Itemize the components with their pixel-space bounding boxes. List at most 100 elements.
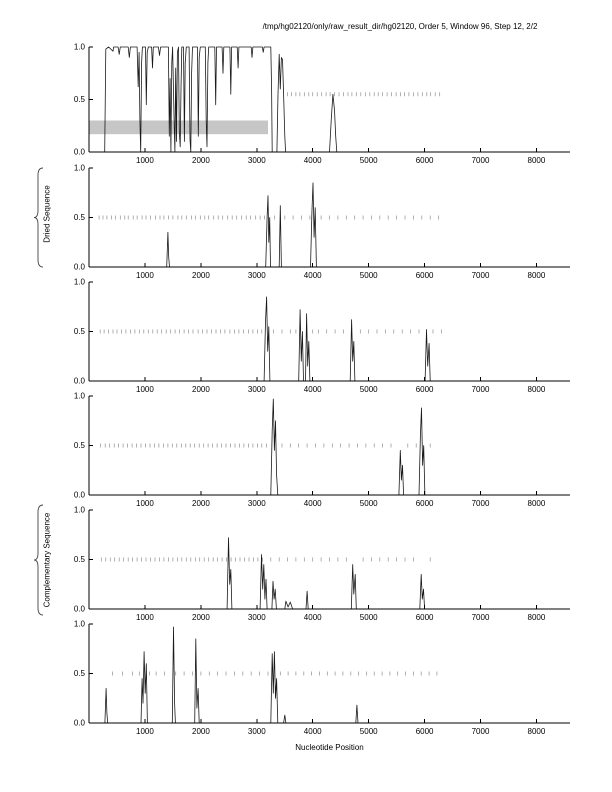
- x-tick-label: 5000: [360, 385, 378, 394]
- match-tick-marks: [100, 557, 431, 562]
- highlight-band: [89, 120, 268, 135]
- x-tick-label: 8000: [528, 727, 546, 736]
- x-tick-label: 8000: [528, 613, 546, 622]
- x-tick-label: 1000: [136, 156, 154, 165]
- axis-ticks: [89, 46, 537, 153]
- x-tick-label: 8000: [528, 271, 546, 280]
- axes: [88, 396, 570, 496]
- match-tick-marks: [112, 671, 438, 676]
- axes: [88, 282, 570, 382]
- x-tick-label: 6000: [416, 271, 434, 280]
- x-tick-label: 7000: [472, 156, 490, 165]
- x-tick-label: 6000: [416, 727, 434, 736]
- y-tick-label: 1.0: [74, 278, 86, 287]
- y-tick-label: 0.5: [74, 441, 86, 450]
- y-tick-label: 0.0: [74, 377, 86, 386]
- y-tick-label: 0.0: [74, 491, 86, 500]
- axis-ticks: [89, 167, 537, 268]
- x-tick-label: 5000: [360, 271, 378, 280]
- match-tick-marks: [287, 92, 441, 97]
- y-tick-label: 1.0: [74, 43, 86, 52]
- axes: [88, 624, 570, 724]
- group-brace: [33, 504, 44, 616]
- x-tick-label: 5000: [360, 156, 378, 165]
- signal-line: [89, 182, 570, 268]
- axis-ticks: [89, 395, 537, 496]
- y-tick-label: 0.5: [74, 555, 86, 564]
- axes: [88, 47, 570, 153]
- x-tick-label: 5000: [360, 727, 378, 736]
- subplot-dried-2: 1000 2000 3000 4000 5000 6000 7000 8000 0.0 0.5 1.…: [74, 164, 570, 280]
- x-tick-label: 5000: [360, 499, 378, 508]
- signal-line: [89, 296, 570, 382]
- y-tick-label: 0.0: [74, 719, 86, 728]
- x-tick-label: 4000: [304, 499, 322, 508]
- y-tick-label: 0.5: [74, 669, 86, 678]
- x-tick-label: 7000: [472, 727, 490, 736]
- x-tick-label: 4000: [304, 271, 322, 280]
- x-tick-label: 7000: [472, 271, 490, 280]
- x-tick-label: 6000: [416, 499, 434, 508]
- x-tick-label: 2000: [192, 499, 210, 508]
- x-tick-label: 1000: [136, 613, 154, 622]
- x-tick-label: 2000: [192, 385, 210, 394]
- figure-title: /tmp/hg02120/only/raw_result_dir/hg02120…: [262, 22, 538, 31]
- x-tick-label: 2000: [192, 156, 210, 165]
- x-tick-label: 3000: [248, 385, 266, 394]
- signal-line: [89, 537, 570, 610]
- x-tick-label: 6000: [416, 156, 434, 165]
- x-tick-label: 1000: [136, 727, 154, 736]
- x-tick-label: 2000: [192, 727, 210, 736]
- x-tick-label: 3000: [248, 271, 266, 280]
- x-tick-label: 8000: [528, 499, 546, 508]
- x-tick-label: 6000: [416, 613, 434, 622]
- x-tick-label: 4000: [304, 385, 322, 394]
- x-axis-label: Nucleotide Position: [295, 743, 364, 752]
- y-tick-label: 1.0: [74, 392, 86, 401]
- match-tick-marks: [98, 215, 439, 220]
- x-tick-label: 1000: [136, 271, 154, 280]
- subplot-complementary-3: 1000 2000 3000 4000 5000 6000 7000 8000 0.0 0.5 1.…: [74, 620, 570, 736]
- axis-ticks: [89, 623, 537, 724]
- axis-ticks: [89, 281, 537, 382]
- x-tick-label: 4000: [304, 613, 322, 622]
- x-tick-label: 3000: [248, 499, 266, 508]
- x-tick-label: 7000: [472, 385, 490, 394]
- x-tick-label: 4000: [304, 156, 322, 165]
- subplot-dried-1: 1000 2000 3000 4000 5000 6000 7000 8000 0.0 0.5 1.…: [74, 43, 570, 165]
- axis-ticks: [89, 509, 537, 610]
- y-tick-label: 0.0: [74, 605, 86, 614]
- match-tick-marks: [100, 443, 431, 448]
- signal-line: [104, 46, 570, 153]
- x-tick-label: 8000: [528, 385, 546, 394]
- subplot-dried-3: 1000 2000 3000 4000 5000 6000 7000 8000 0.0 0.5 1.…: [74, 278, 570, 394]
- x-tick-label: 3000: [248, 727, 266, 736]
- y-tick-label: 0.0: [74, 263, 86, 272]
- y-tick-label: 0.5: [74, 95, 86, 104]
- match-tick-marks: [99, 329, 442, 334]
- x-tick-label: 7000: [472, 499, 490, 508]
- x-tick-label: 5000: [360, 613, 378, 622]
- x-tick-label: 7000: [472, 613, 490, 622]
- y-tick-label: 0.5: [74, 327, 86, 336]
- y-tick-label: 0.5: [74, 213, 86, 222]
- x-tick-label: 2000: [192, 271, 210, 280]
- x-tick-label: 1000: [136, 385, 154, 394]
- x-tick-label: 1000: [136, 499, 154, 508]
- x-tick-label: 3000: [248, 613, 266, 622]
- x-tick-label: 6000: [416, 385, 434, 394]
- y-tick-label: 1.0: [74, 164, 86, 173]
- y-tick-label: 1.0: [74, 506, 86, 515]
- x-tick-label: 2000: [192, 613, 210, 622]
- y-tick-label: 1.0: [74, 620, 86, 629]
- signal-line: [89, 626, 570, 724]
- subplot-complementary-1: 1000 2000 3000 4000 5000 6000 7000 8000 0.0 0.5 1.…: [74, 392, 570, 508]
- y-tick-label: 0.0: [74, 148, 86, 157]
- subplot-complementary-2: 1000 2000 3000 4000 5000 6000 7000 8000 0.0 0.5 1.…: [74, 506, 570, 622]
- x-tick-label: 8000: [528, 156, 546, 165]
- x-tick-label: 4000: [304, 727, 322, 736]
- signal-line: [89, 398, 570, 496]
- x-tick-label: 3000: [248, 156, 266, 165]
